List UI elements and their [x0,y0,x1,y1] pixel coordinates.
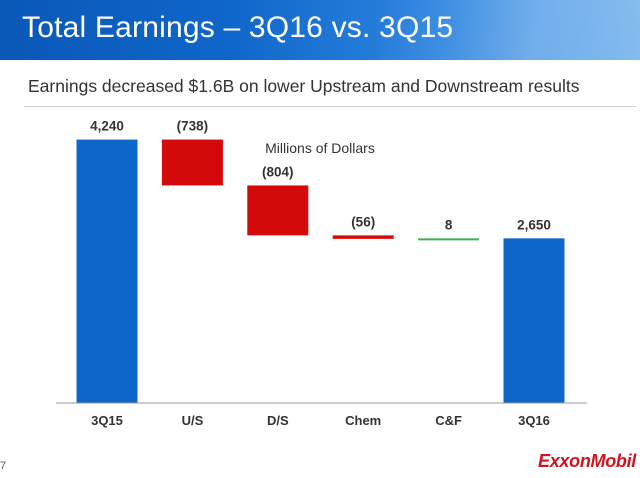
x-tick-3q15: 3Q15 [91,413,123,428]
data-label-d-s: (804) [262,164,294,179]
bar-chem [332,235,394,239]
data-label-c-f: 8 [445,217,453,232]
page-title: Total Earnings – 3Q16 vs. 3Q15 [22,11,454,44]
page-subtitle: Earnings decreased $1.6B on lower Upstre… [28,76,580,96]
bar-u-s [161,139,223,186]
exxonmobil-logo: ExxonMobil [538,451,637,471]
bar-3q16 [503,238,565,403]
bar-d-s [247,185,309,236]
x-tick-chem: Chem [345,413,381,428]
subtitle-divider [24,106,636,107]
data-label-3q15: 4,240 [90,119,124,134]
data-label-3q16: 2,650 [517,217,551,232]
data-label-chem: (56) [351,214,375,229]
data-label-u-s: (738) [177,119,209,134]
bar-c-f [418,238,480,241]
x-tick-u-s: U/S [182,413,204,428]
x-tick-d-s: D/S [267,413,289,428]
title-bar: Total Earnings – 3Q16 vs. 3Q15 [0,0,640,60]
chart-unit-label: Millions of Dollars [265,140,375,156]
x-tick-c-f: C&F [435,413,462,428]
title-bar-sheen [380,0,640,60]
slide-number: 7 [0,460,7,472]
x-tick-3q16: 3Q16 [518,413,550,428]
bar-3q15 [76,139,138,403]
